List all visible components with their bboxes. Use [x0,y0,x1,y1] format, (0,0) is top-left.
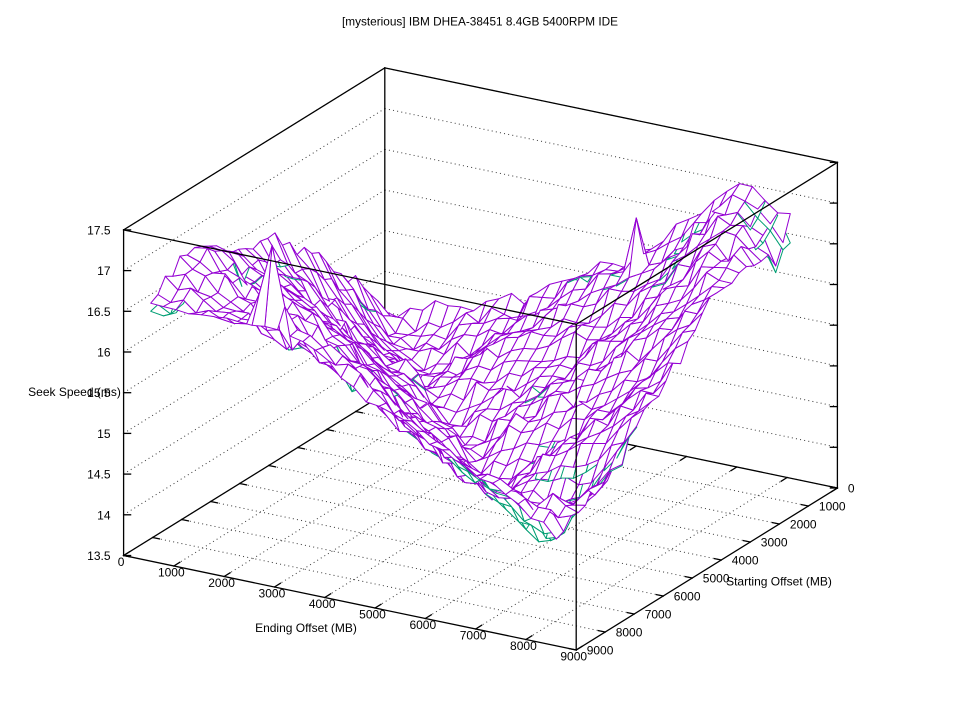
svg-text:[mysterious] IBM DHEA-38451 8.: [mysterious] IBM DHEA-38451 8.4GB 5400RP… [342,15,618,29]
svg-text:8000: 8000 [616,626,643,640]
svg-text:3000: 3000 [259,586,286,600]
svg-text:7000: 7000 [460,628,487,642]
svg-text:16: 16 [97,346,111,360]
svg-text:17.5: 17.5 [87,223,111,237]
svg-text:9000: 9000 [587,644,614,658]
svg-text:17: 17 [97,264,111,278]
svg-text:7000: 7000 [645,608,672,622]
svg-text:1000: 1000 [819,500,846,514]
svg-text:2000: 2000 [790,518,817,532]
svg-text:14: 14 [97,508,111,522]
svg-text:Starting Offset (MB): Starting Offset (MB) [726,575,832,589]
svg-text:8000: 8000 [510,639,537,653]
svg-text:1000: 1000 [158,565,185,579]
svg-text:15: 15 [97,427,111,441]
svg-text:5000: 5000 [359,607,386,621]
svg-text:9000: 9000 [560,649,587,663]
svg-text:0: 0 [848,482,855,496]
svg-text:13.5: 13.5 [87,549,111,563]
svg-text:14.5: 14.5 [87,468,111,482]
svg-text:3000: 3000 [761,536,788,550]
svg-text:2000: 2000 [208,576,235,590]
svg-text:6000: 6000 [409,618,436,632]
svg-text:Ending Offset (MB): Ending Offset (MB) [255,621,357,635]
svg-text:16.5: 16.5 [87,305,111,319]
svg-text:6000: 6000 [674,590,701,604]
svg-text:0: 0 [118,555,125,569]
svg-text:4000: 4000 [309,597,336,611]
svg-text:Seek Speed (ms): Seek Speed (ms) [28,385,121,399]
svg-text:15.5: 15.5 [87,386,111,400]
svg-text:5000: 5000 [703,572,730,586]
svg-text:4000: 4000 [732,554,759,568]
